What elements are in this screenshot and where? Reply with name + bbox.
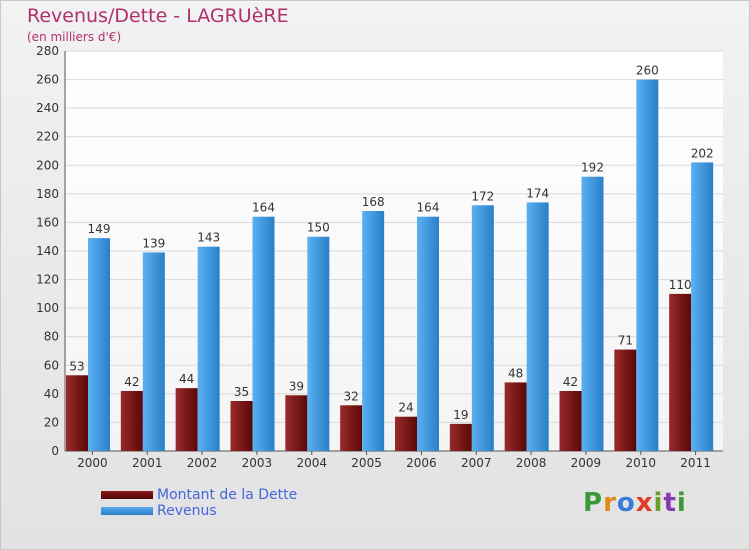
y-tick-label: 20 — [44, 415, 59, 429]
bar-dette — [285, 395, 308, 451]
bar-revenus — [252, 216, 275, 451]
proxiti-logo: Proxiti — [583, 488, 687, 518]
bar-revenus — [581, 176, 604, 451]
data-label-dette: 19 — [453, 408, 468, 422]
x-tick-label: 2009 — [571, 456, 602, 470]
legend-swatch-dette — [101, 491, 153, 499]
bar-dette — [669, 293, 692, 451]
data-label-dette: 42 — [563, 375, 578, 389]
y-tick-label: 260 — [36, 73, 59, 87]
y-tick-label: 0 — [51, 444, 59, 458]
logo-letter: P — [583, 488, 604, 518]
bar-revenus — [471, 205, 494, 451]
bar-revenus — [197, 246, 220, 451]
data-label-revenus: 164 — [417, 201, 440, 215]
y-tick-label: 80 — [44, 330, 59, 344]
chart-title: Revenus/Dette - LAGRUèRE — [27, 5, 289, 27]
data-label-revenus: 150 — [307, 221, 330, 235]
x-tick-label: 2002 — [187, 456, 218, 470]
y-tick-label: 240 — [36, 101, 59, 115]
data-label-revenus: 143 — [197, 231, 220, 245]
bar-dette — [395, 416, 417, 451]
logo-letter: i — [653, 488, 664, 518]
bar-dette — [340, 405, 363, 451]
data-label-dette: 32 — [344, 389, 359, 403]
data-label-dette: 44 — [179, 372, 194, 386]
y-tick-label: 280 — [36, 44, 59, 58]
bar-revenus — [526, 202, 549, 451]
y-tick-label: 140 — [36, 244, 59, 258]
legend-label-dette: Montant de la Dette — [157, 487, 298, 503]
x-tick-label: 2006 — [406, 456, 437, 470]
data-label-revenus: 174 — [526, 186, 549, 200]
chart-subtitle: (en milliers d'€) — [27, 30, 122, 44]
bar-revenus — [362, 211, 385, 451]
data-label-revenus: 192 — [581, 161, 604, 175]
bar-dette — [449, 423, 472, 451]
x-tick-label: 2010 — [625, 456, 656, 470]
y-tick-label: 60 — [44, 358, 59, 372]
x-tick-label: 2001 — [132, 456, 163, 470]
x-tick-label: 2005 — [351, 456, 382, 470]
bar-dette — [559, 391, 582, 451]
y-tick-label: 100 — [36, 301, 59, 315]
data-label-dette: 110 — [669, 278, 692, 292]
data-label-revenus: 139 — [142, 236, 165, 250]
bar-revenus — [636, 79, 659, 452]
y-tick-label: 220 — [36, 130, 59, 144]
data-label-revenus: 202 — [691, 146, 714, 160]
data-label-dette: 71 — [618, 334, 633, 348]
bar-dette — [614, 349, 637, 451]
x-tick-label: 2007 — [461, 456, 492, 470]
y-tick-label: 200 — [36, 158, 59, 172]
bar-revenus — [691, 162, 714, 451]
x-tick-label: 2003 — [242, 456, 273, 470]
logo-letter: o — [616, 488, 636, 518]
bar-dette — [175, 388, 198, 451]
data-label-revenus: 168 — [362, 195, 385, 209]
bar-dette — [230, 401, 253, 451]
data-label-revenus: 164 — [252, 201, 275, 215]
x-tick-label: 2011 — [680, 456, 711, 470]
logo-letter: r — [603, 488, 617, 518]
data-label-dette: 24 — [398, 401, 413, 415]
x-tick-label: 2000 — [77, 456, 108, 470]
data-label-revenus: 260 — [636, 64, 659, 78]
logo-letter: t — [663, 488, 677, 518]
logo-letter: x — [635, 488, 654, 518]
data-label-dette: 53 — [69, 359, 84, 373]
bar-revenus — [142, 252, 165, 451]
x-tick-label: 2008 — [516, 456, 547, 470]
data-label-dette: 48 — [508, 366, 523, 380]
bar-revenus — [417, 216, 439, 451]
bar-dette — [504, 382, 527, 451]
legend-swatch-revenus — [101, 507, 153, 515]
x-tick-label: 2004 — [296, 456, 327, 470]
bar-dette — [120, 391, 143, 451]
y-tick-label: 160 — [36, 215, 59, 229]
logo-letter: i — [676, 488, 687, 518]
bar-revenus — [307, 236, 330, 451]
y-tick-label: 180 — [36, 187, 59, 201]
data-label-revenus: 149 — [88, 222, 111, 236]
legend-label-revenus: Revenus — [157, 503, 217, 519]
y-tick-label: 40 — [44, 387, 59, 401]
bar-dette — [66, 375, 88, 451]
data-label-dette: 42 — [124, 375, 139, 389]
bar-revenus — [88, 238, 110, 451]
data-label-revenus: 172 — [471, 189, 494, 203]
y-tick-label: 120 — [36, 273, 59, 287]
data-label-dette: 39 — [289, 379, 304, 393]
data-label-dette: 35 — [234, 385, 249, 399]
